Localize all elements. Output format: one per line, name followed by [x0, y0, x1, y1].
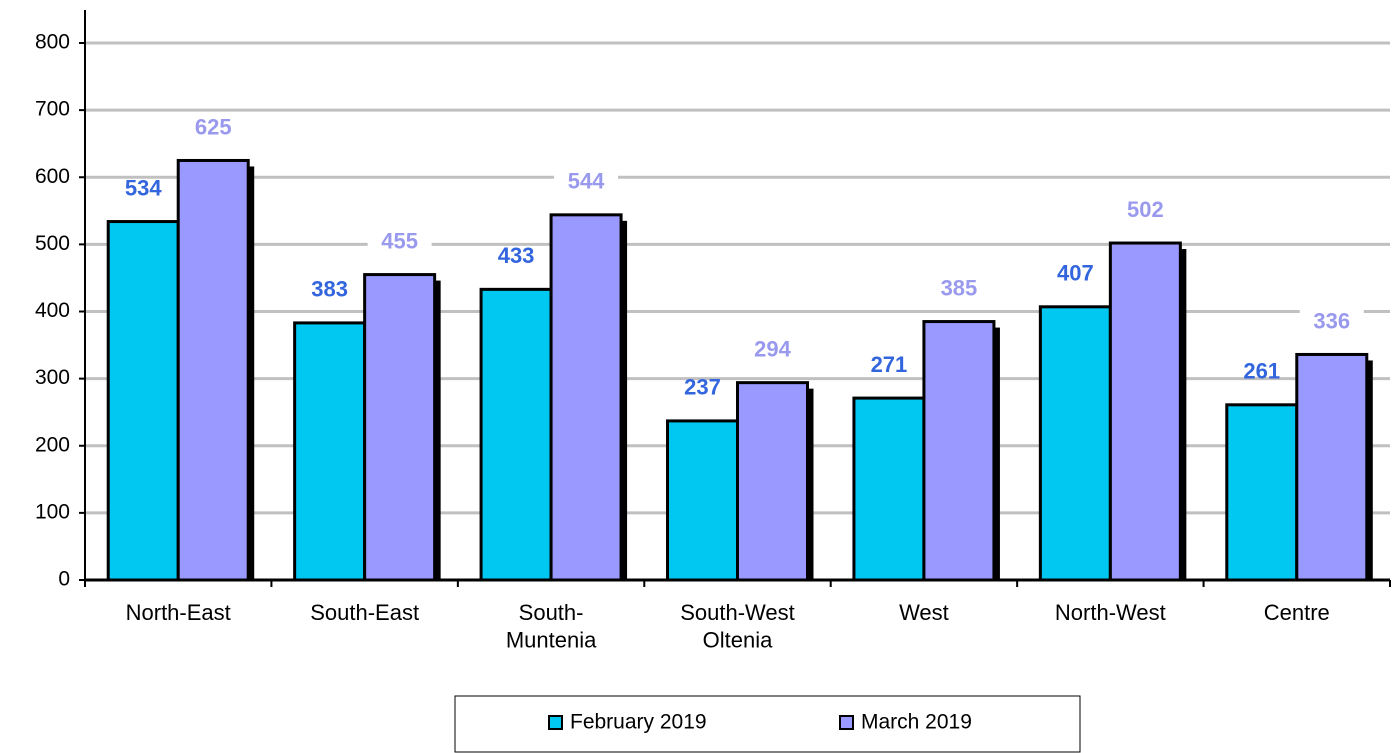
bar — [1225, 403, 1299, 582]
bar — [1108, 241, 1182, 582]
x-tick-label: South-Muntenia — [506, 600, 597, 653]
y-tick-label: 400 — [35, 299, 70, 322]
value-label: 502 — [1127, 197, 1164, 222]
value-label: 385 — [941, 275, 978, 300]
bar — [363, 273, 437, 582]
y-tick-label: 700 — [35, 98, 70, 121]
y-tick-label: 200 — [35, 433, 70, 456]
x-tick-label: North-West — [1055, 600, 1166, 625]
x-tick-label: North-East — [126, 600, 231, 625]
label-background — [740, 336, 805, 365]
value-label: 544 — [568, 169, 605, 194]
x-tick-label: South-East — [310, 600, 419, 625]
value-label: 407 — [1057, 261, 1094, 286]
y-tick-label: 0 — [58, 568, 70, 591]
bar — [1295, 352, 1369, 582]
x-tick-label: Centre — [1264, 600, 1330, 625]
bar — [852, 396, 926, 582]
bar — [479, 287, 553, 582]
y-tick-label: 100 — [35, 500, 70, 523]
bar — [176, 158, 250, 582]
bar — [1038, 305, 1112, 582]
y-tick-label: 800 — [35, 31, 70, 54]
bar — [106, 220, 180, 582]
label-background — [926, 275, 991, 304]
legend-swatch — [548, 715, 563, 730]
bar — [922, 320, 996, 582]
label-background — [181, 114, 246, 143]
value-label: 534 — [125, 175, 162, 200]
value-label: 294 — [754, 336, 791, 361]
label-background — [367, 228, 432, 257]
legend-swatch — [839, 715, 854, 730]
value-label: 625 — [195, 114, 232, 139]
bar — [666, 419, 739, 582]
x-tick-label: West — [899, 600, 949, 625]
bar — [736, 381, 809, 582]
label-background — [1113, 197, 1178, 226]
value-label: 455 — [381, 228, 418, 253]
label-background — [1299, 308, 1364, 337]
value-label: 383 — [311, 277, 348, 302]
bar — [549, 213, 623, 582]
label-background — [554, 168, 619, 197]
legend-label: March 2019 — [861, 711, 972, 734]
legend-label: February 2019 — [570, 711, 707, 734]
value-label: 433 — [498, 243, 535, 268]
y-tick-label: 300 — [35, 366, 70, 389]
value-label: 237 — [684, 375, 721, 400]
value-label: 336 — [1313, 308, 1350, 333]
x-tick-label: South-West Oltenia — [680, 600, 795, 653]
value-label: 271 — [871, 352, 908, 377]
value-label: 261 — [1243, 359, 1280, 384]
bar — [293, 321, 367, 582]
y-tick-label: 600 — [35, 165, 70, 188]
y-tick-label: 500 — [35, 232, 70, 255]
